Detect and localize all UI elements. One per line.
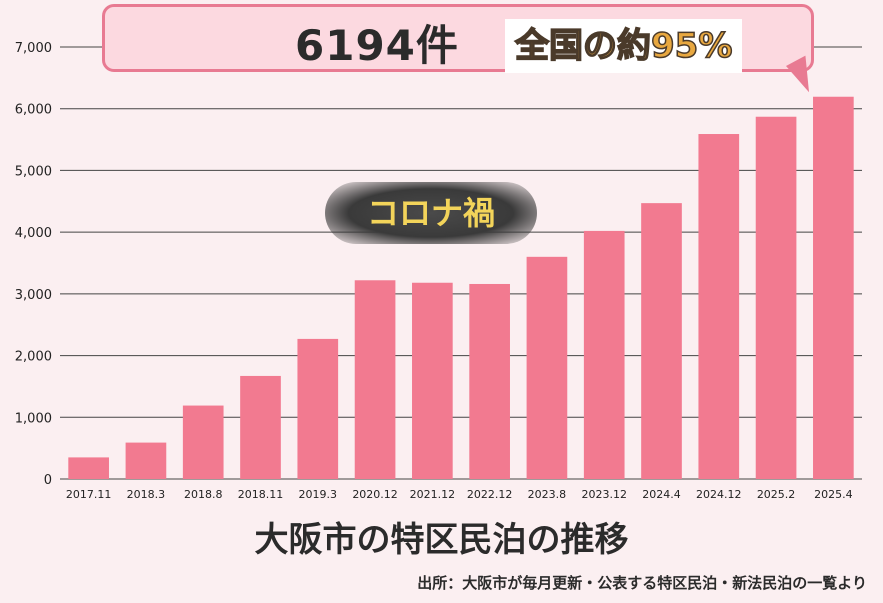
- callout-share-text: 全国の約95%: [505, 19, 743, 73]
- x-tick-label: 2024.12: [696, 488, 742, 501]
- y-tick-label: 6,000: [15, 103, 52, 118]
- bar-2023.8: [526, 256, 568, 479]
- x-tick-label: 2017.11: [66, 488, 112, 501]
- x-tick-label: 2025.2: [757, 488, 796, 501]
- y-tick-label: 2,000: [15, 350, 52, 365]
- source-note: 出所：大阪市が毎月更新・公表する特区民泊・新法民泊の一覧より: [417, 574, 867, 592]
- y-tick-label: 7,000: [15, 41, 52, 56]
- x-tick-label: 2023.12: [581, 488, 627, 501]
- y-tick-label: 4,000: [15, 226, 52, 241]
- x-tick-label: 2018.8: [184, 488, 223, 501]
- bar-2019.3: [297, 338, 339, 479]
- bar-2025.2: [755, 116, 797, 479]
- bar-2018.3: [125, 442, 167, 479]
- y-tick-label: 3,000: [15, 288, 52, 303]
- bar-2024.4: [641, 203, 682, 479]
- bar-2018.11: [240, 375, 281, 479]
- bar-2024.12: [698, 134, 740, 479]
- x-tick-label: 2018.11: [238, 488, 284, 501]
- y-axis-ticks: 0 1,000 2,000 3,000 4,000 5,000 6,000 7,000: [15, 41, 52, 488]
- x-tick-label: 2020.12: [352, 488, 398, 501]
- bars: [68, 96, 854, 480]
- x-tick-label: 2023.8: [528, 488, 567, 501]
- bar-2022.12: [469, 283, 510, 479]
- bar-2020.12: [354, 280, 396, 479]
- x-tick-label: 2024.4: [642, 488, 681, 501]
- bar-2025.4: [813, 96, 854, 480]
- callout-count-text: 6194件: [295, 21, 459, 70]
- x-tick-label: 2019.3: [299, 488, 338, 501]
- bar-2018.8: [182, 405, 224, 479]
- y-tick-label: 1,000: [15, 411, 52, 426]
- chart-title: 大阪市の特区民泊の推移: [254, 520, 629, 560]
- x-tick-label: 2018.3: [127, 488, 166, 501]
- x-axis-ticks: 2017.11 2018.3 2018.8 2018.11 2019.3 2020.12 2…: [66, 488, 853, 501]
- covid-period-badge: コロナ禍: [325, 182, 537, 244]
- bar-2017.11: [68, 457, 109, 479]
- bar-2023.12: [583, 230, 625, 479]
- y-tick-label: 5,000: [15, 164, 52, 179]
- x-tick-label: 2025.4: [814, 488, 853, 501]
- gridlines: [60, 46, 862, 480]
- count-callout: 6194件 全国の約95%: [102, 4, 814, 73]
- bar-2021.12: [412, 282, 453, 479]
- x-tick-label: 2021.12: [410, 488, 456, 501]
- y-tick-label: 0: [44, 473, 52, 488]
- x-tick-label: 2022.12: [467, 488, 513, 501]
